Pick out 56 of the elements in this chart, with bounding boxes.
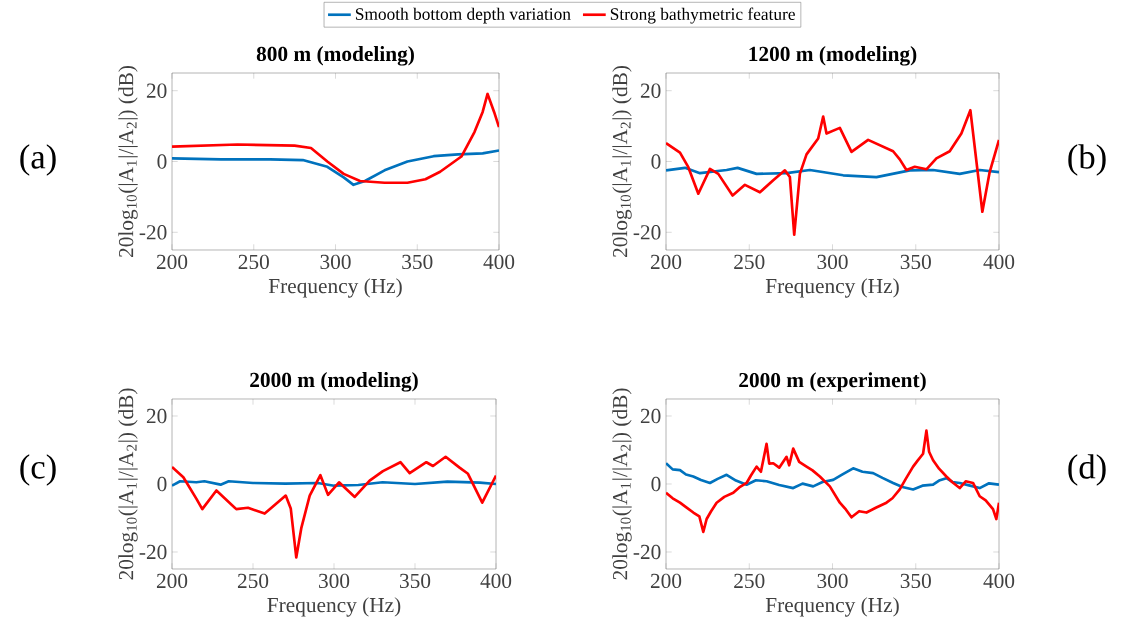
x-tick-label: 400 (983, 254, 1015, 270)
y-tick-label: -20 (633, 544, 661, 560)
y-axis-title: 20log$_{10}$(|A$_{1}$|/|A$_{2}$|) (dB) (612, 388, 632, 580)
y-tick-label: -20 (139, 225, 167, 240)
x-axis-title: Frequency (Hz) (765, 597, 899, 617)
y-tick-label: -20 (633, 225, 661, 240)
line-series (172, 455, 496, 559)
x-tick-label: 250 (734, 573, 765, 589)
y-tick-label: 0 (157, 154, 167, 169)
text: (d) (1068, 454, 1106, 486)
x-tick-label: 400 (983, 573, 1015, 589)
line-series (172, 92, 499, 185)
y-tick-label: 0 (157, 476, 167, 492)
legend-label: Strong bathymetric feature (610, 7, 795, 24)
x-axis-title: Frequency (Hz) (267, 597, 401, 617)
chart-title: 2000 m (modeling) (250, 372, 418, 392)
x-tick-label: 350 (900, 254, 931, 270)
y-tick-label: 20 (146, 408, 167, 424)
line-series (172, 149, 499, 187)
y-tick-label: 20 (640, 83, 661, 98)
chart-title: 1200 m (modeling) (749, 46, 917, 66)
y-axis-title: 20log$_{10}$(|A$_{1}$|/|A$_{2}$|) (dB) (118, 65, 138, 258)
text: (c) (20, 454, 56, 486)
y-tick-label: 20 (146, 83, 167, 98)
x-tick-label: 300 (319, 573, 350, 589)
x-tick-label: 300 (817, 254, 848, 270)
y-axis-title: 20log$_{10}$(|A$_{1}$|/|A$_{2}$|) (dB) (118, 388, 138, 580)
x-tick-label: 250 (238, 254, 269, 270)
x-axis-title: Frequency (Hz) (765, 278, 899, 298)
chart-title: 2000 m (experiment) (739, 372, 926, 392)
x-tick-label: 200 (156, 573, 188, 589)
text: (a) (20, 144, 56, 176)
x-tick-label: 200 (156, 254, 188, 270)
y-tick-label: -20 (139, 544, 167, 560)
x-tick-label: 200 (650, 573, 682, 589)
y-tick-label: 0 (651, 154, 661, 169)
x-tick-label: 350 (402, 254, 433, 270)
x-tick-label: 300 (817, 573, 848, 589)
line-series (666, 429, 999, 534)
legend-label: Smooth bottom depth variation (355, 7, 571, 24)
x-tick-label: 300 (320, 254, 351, 270)
chart-title: 800 m (modeling) (256, 46, 414, 66)
x-tick-label: 250 (237, 573, 269, 589)
y-axis-title: 20log$_{10}$(|A$_{1}$|/|A$_{2}$|) (dB) (612, 65, 632, 258)
x-tick-label: 350 (900, 573, 931, 589)
y-tick-label: 0 (651, 476, 661, 492)
x-axis-title: Frequency (Hz) (268, 278, 402, 298)
x-tick-label: 400 (483, 254, 515, 270)
x-tick-label: 400 (480, 573, 512, 589)
text: (b) (1068, 144, 1106, 176)
x-tick-label: 250 (734, 254, 765, 270)
line-series (666, 108, 999, 237)
x-tick-label: 200 (650, 254, 682, 270)
x-tick-label: 350 (400, 573, 431, 589)
y-tick-label: 20 (640, 408, 661, 424)
line-series (666, 461, 999, 491)
